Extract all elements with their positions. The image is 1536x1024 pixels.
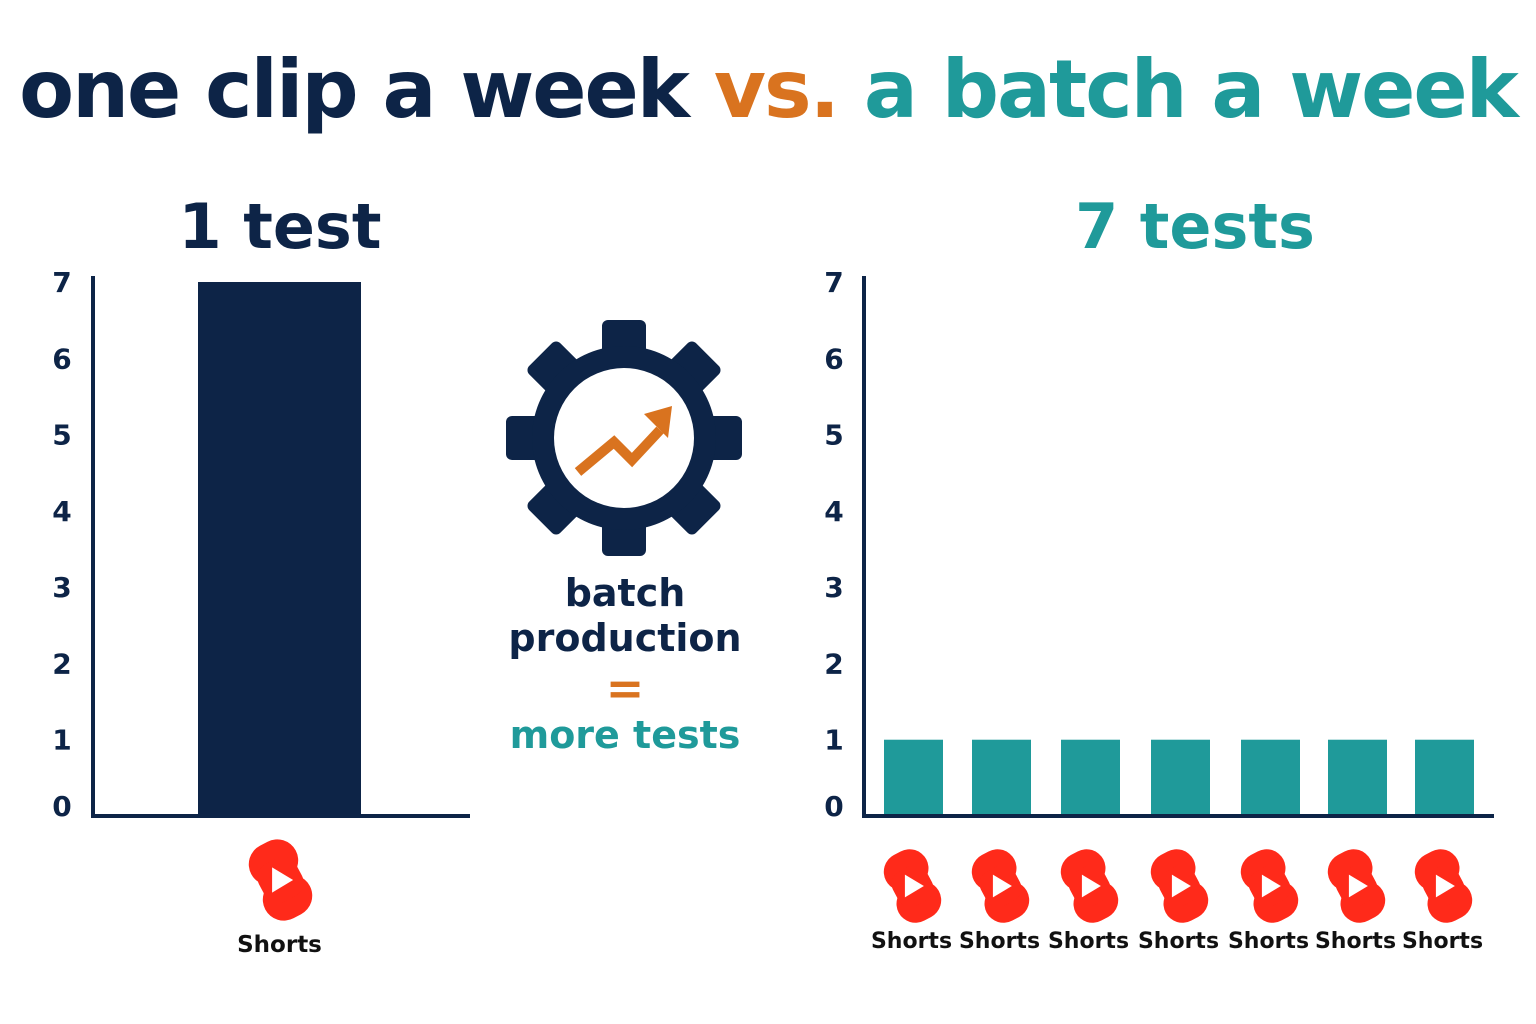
category-label: Shorts	[1228, 929, 1309, 954]
youtube-shorts-icon	[1414, 849, 1473, 923]
y-tick-label: 2	[52, 647, 71, 680]
youtube-shorts-icon	[1060, 849, 1119, 923]
category-label: Shorts	[1138, 929, 1219, 954]
title-part-one-clip: one clip a week	[19, 43, 690, 136]
category-label: Shorts	[959, 929, 1040, 954]
center-label-production: production	[508, 616, 742, 660]
y-tick-label: 3	[824, 571, 843, 604]
bar	[198, 282, 361, 814]
title-part-vs: vs.	[713, 43, 840, 136]
y-tick-label: 5	[52, 419, 71, 452]
y-tick-label: 1	[52, 724, 71, 757]
center-equals-sign: =	[605, 661, 645, 715]
bar	[884, 739, 943, 814]
center-label-batch: batch	[564, 571, 686, 615]
y-tick-label: 4	[824, 495, 843, 528]
y-tick-label: 2	[824, 647, 843, 680]
y-tick-label: 3	[52, 571, 71, 604]
center-label-more-tests: more tests	[509, 713, 741, 757]
bar	[1241, 739, 1300, 814]
y-tick-label: 6	[52, 342, 71, 375]
youtube-shorts-icon	[1240, 849, 1299, 923]
youtube-shorts-icon	[971, 849, 1030, 923]
left-chart-title: 1 test	[178, 190, 382, 263]
y-tick-label: 7	[52, 266, 71, 299]
y-tick-label: 0	[824, 790, 843, 823]
title-part-batch: a batch a week	[863, 43, 1519, 136]
trend-arrow-icon	[574, 406, 672, 476]
gear-with-trend-arrow-icon	[506, 320, 742, 556]
right-chart-title: 7 tests	[1075, 190, 1315, 263]
youtube-shorts-icon	[1150, 849, 1209, 923]
youtube-shorts-icon	[248, 839, 313, 921]
y-tick-label: 6	[824, 342, 843, 375]
bar	[1151, 739, 1210, 814]
category-label: Shorts	[871, 929, 952, 954]
bar	[1415, 739, 1474, 814]
y-tick-label: 5	[824, 419, 843, 452]
y-tick-label: 7	[824, 266, 843, 299]
y-tick-label: 4	[52, 495, 71, 528]
category-label: Shorts	[1048, 929, 1129, 954]
category-label: Shorts	[237, 932, 322, 958]
youtube-shorts-icon	[1327, 849, 1386, 923]
bar	[1328, 739, 1387, 814]
y-tick-label: 0	[52, 790, 71, 823]
page-title: one clip a week vs. a batch a week	[0, 40, 1536, 140]
bar	[972, 739, 1031, 814]
youtube-shorts-icon	[883, 849, 942, 923]
category-label: Shorts	[1315, 929, 1396, 954]
left-bar-chart: 0 1 2 3 4 5 6 7 Shorts	[52, 266, 470, 958]
y-tick-label: 1	[824, 724, 843, 757]
category-label: Shorts	[1402, 929, 1483, 954]
bar	[1061, 739, 1120, 814]
